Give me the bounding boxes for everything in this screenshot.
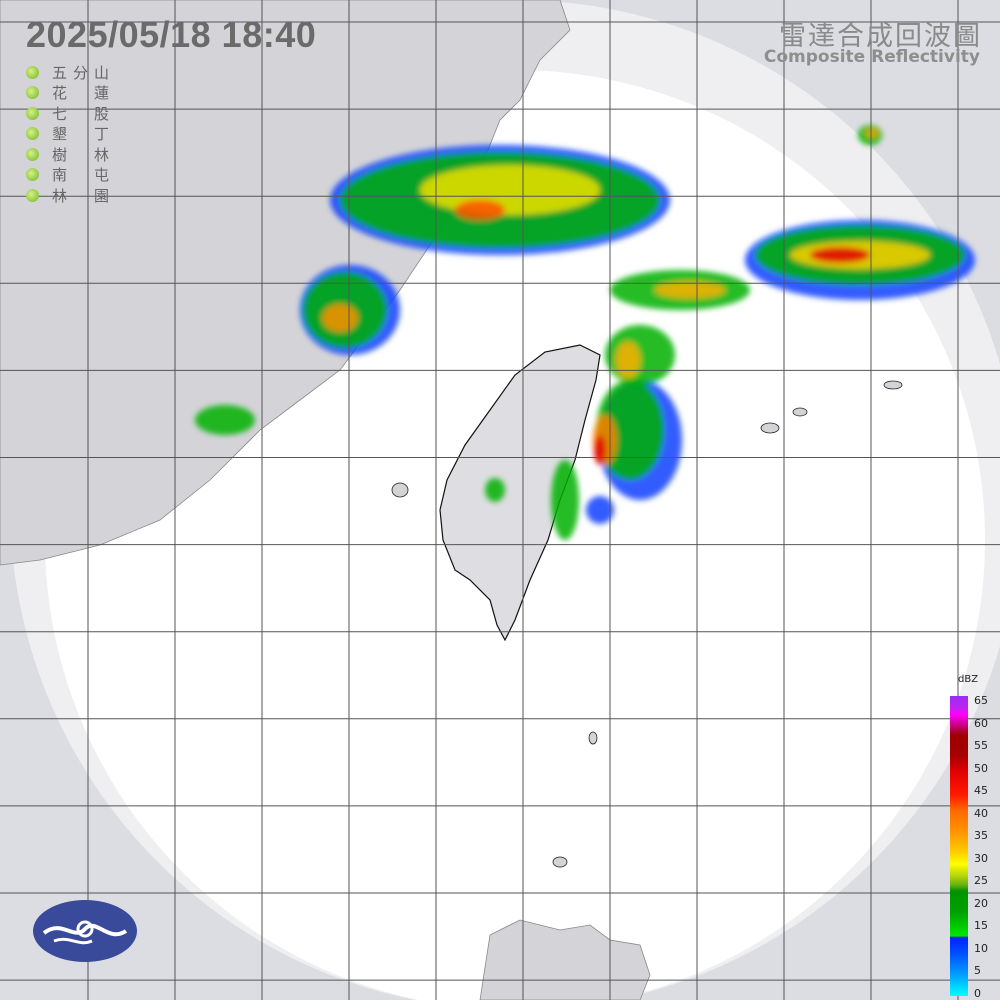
station-name: 樹林 — [52, 145, 137, 164]
radar-echo — [195, 405, 255, 435]
radar-station-item: 樹林 — [26, 144, 136, 165]
legend-tick-label: 60 — [974, 716, 988, 730]
radar-station-item: 林園 — [26, 185, 136, 206]
legend-tick-label: 50 — [974, 761, 988, 775]
legend-tick-label: 55 — [974, 739, 988, 752]
legend-tick-label: 5 — [974, 964, 981, 977]
radar-station-item: 五分山 — [26, 62, 136, 83]
radar-echoes — [195, 125, 975, 540]
radar-station-item: 七股 — [26, 103, 136, 124]
legend-tick-label: 30 — [974, 851, 988, 865]
legend-tick-label: 35 — [974, 829, 988, 842]
radar-echo — [485, 478, 505, 502]
observation-datetime: 2025/05/18 18:40 — [26, 14, 317, 55]
radar-echo — [420, 165, 600, 215]
radar-echo — [866, 129, 878, 137]
radar-echo — [594, 435, 606, 465]
station-name: 南屯 — [52, 166, 137, 185]
legend-tick-label: 20 — [974, 896, 988, 910]
islands — [391, 380, 903, 868]
station-name: 花蓮 — [52, 84, 137, 103]
radar-echo — [655, 282, 725, 298]
legend-tick-label: 40 — [974, 806, 988, 820]
radar-echo — [810, 247, 870, 263]
station-name: 七股 — [52, 104, 137, 123]
station-name: 五分山 — [52, 63, 116, 82]
map-title-chinese: 雷達合成回波圖 — [779, 21, 982, 52]
radar-station-list: 五分山花蓮 七股墾丁 樹林南屯 林園 — [26, 62, 136, 206]
radar-echo — [616, 342, 640, 378]
station-status-icon — [26, 106, 39, 120]
radar-echo — [322, 304, 358, 332]
station-status-icon — [26, 168, 39, 182]
legend-unit: dBZ — [958, 674, 979, 685]
radar-echo — [455, 200, 505, 220]
legend-color-bar — [950, 696, 968, 996]
cwa-logo-icon — [33, 900, 137, 962]
radar-echo — [605, 325, 675, 385]
radar-echo — [586, 496, 614, 524]
station-status-icon — [26, 127, 39, 141]
legend-tick-label: 45 — [974, 784, 988, 797]
legend-tick-label: 65 — [974, 694, 988, 707]
legend-tick-label: 10 — [974, 941, 988, 955]
legend-tick-label: 0 — [974, 986, 981, 1000]
station-status-icon — [26, 86, 39, 100]
station-name: 墾丁 — [52, 125, 137, 144]
legend-tick-label: 15 — [974, 919, 988, 932]
map-title-english: Composite Reflectivity — [763, 47, 980, 67]
station-status-icon — [26, 147, 39, 161]
radar-echo — [551, 460, 579, 540]
taiwan-land — [439, 344, 601, 642]
station-status-icon — [26, 65, 39, 79]
station-name: 林園 — [52, 186, 137, 205]
station-status-icon — [26, 188, 39, 202]
radar-station-item: 南屯 — [26, 165, 136, 186]
legend-tick-label: 25 — [974, 874, 988, 887]
radar-station-item: 墾丁 — [26, 124, 136, 145]
radar-station-item: 花蓮 — [26, 83, 136, 104]
